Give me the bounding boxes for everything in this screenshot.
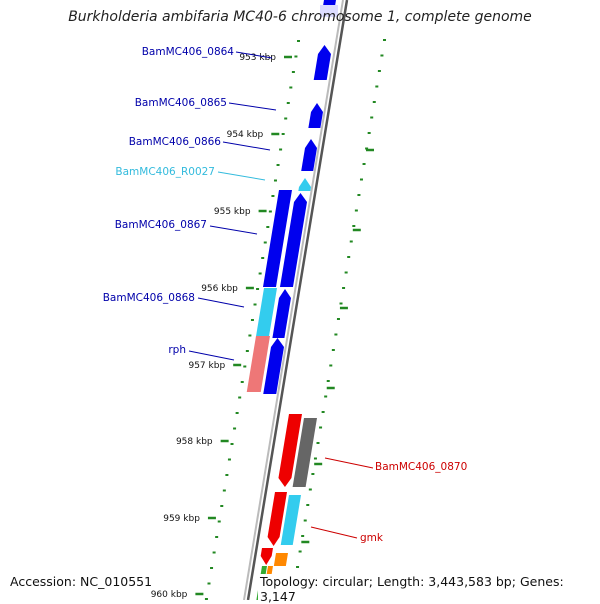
gene-label: rph <box>168 344 186 356</box>
gene-gmk <box>261 548 273 565</box>
label-leader-line <box>311 527 357 538</box>
accession-label: Accession: <box>10 574 76 589</box>
gene-bamMC406-0864 <box>314 45 331 80</box>
gene-label: BamMC406_0865 <box>135 97 227 109</box>
scale-label: 960 kbp <box>151 590 188 600</box>
length-value: 3,443,583 bp <box>428 574 511 589</box>
length-label: Length: <box>377 574 424 589</box>
gene-misc <box>274 553 288 566</box>
label-leader-line <box>210 226 257 234</box>
topology-value: circular <box>322 574 368 589</box>
label-leader-line <box>198 298 244 307</box>
label-leader-line <box>189 351 234 360</box>
gene-label: BamMC406_0867 <box>115 219 207 231</box>
gene-label: BamMC406_0866 <box>129 136 222 148</box>
label-leader-line <box>218 172 265 180</box>
label-leader-line <box>325 458 373 468</box>
accession-info: Accession: NC_010551 <box>8 574 154 589</box>
gene-bamMC406-0868 <box>256 288 277 336</box>
gene-label: gmk <box>360 532 384 544</box>
accession-value: NC_010551 <box>80 574 152 589</box>
gene-top-partial <box>323 0 336 5</box>
genes-label: Genes: <box>520 574 564 589</box>
topology-label: Topology: <box>260 574 319 589</box>
gene-label: BamMC406_0864 <box>142 46 235 58</box>
scale-label: 959 kbp <box>163 514 200 524</box>
gene-label: BamMC406_0868 <box>103 292 195 304</box>
label-leader-line <box>223 142 270 150</box>
genes-value: 3,147 <box>260 589 296 604</box>
scale-label: 958 kbp <box>176 437 213 447</box>
scale-label: 957 kbp <box>188 361 225 371</box>
label-leader-line <box>229 103 276 110</box>
gene-label: BamMC406_R0027 <box>115 166 215 178</box>
scale-label: 955 kbp <box>214 207 251 217</box>
scale-label: 954 kbp <box>227 130 264 140</box>
map-title: Burkholderia ambifaria MC40-6 chromosome… <box>0 9 600 25</box>
scale-label: 956 kbp <box>201 284 238 294</box>
gene-label: BamMC406_0870 <box>375 461 467 473</box>
